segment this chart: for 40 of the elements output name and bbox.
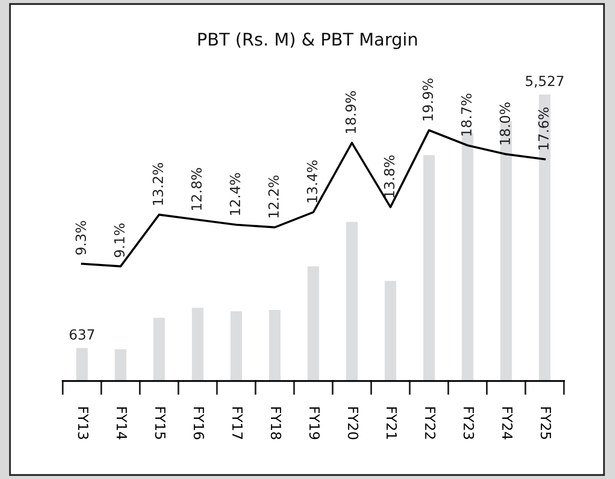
data-label: 18.7% <box>461 94 472 136</box>
x-tick-label: FY19 <box>309 407 320 440</box>
bar <box>269 310 281 381</box>
bar <box>423 155 435 381</box>
x-tick-label: FY18 <box>270 407 282 440</box>
x-tick-label: FY22 <box>425 407 436 439</box>
data-label: 5,527 <box>526 76 564 88</box>
x-tick-label: FY23 <box>464 407 474 440</box>
data-label: 18.0% <box>500 102 510 144</box>
x-tick-label: FY13 <box>78 407 88 440</box>
bar <box>308 266 320 381</box>
x-tick-label: FY20 <box>348 407 358 440</box>
data-label: 19.9% <box>422 78 434 120</box>
data-label: 17.6% <box>538 108 549 150</box>
data-label: 13.8% <box>384 155 394 198</box>
data-label: 18.9% <box>345 91 356 134</box>
data-label: 12.8% <box>191 168 202 210</box>
data-label: 13.2% <box>152 162 164 205</box>
data-label: 9.1% <box>114 223 125 258</box>
x-tick-label: FY14 <box>116 407 127 440</box>
data-label: 12.2% <box>268 176 279 218</box>
data-label: 13.4% <box>306 160 318 202</box>
bar <box>76 348 88 381</box>
bar <box>346 222 358 381</box>
bar <box>384 280 396 381</box>
x-tick-label: FY17 <box>232 407 243 439</box>
bar <box>230 311 242 381</box>
x-tick-label: FY15 <box>155 407 166 439</box>
x-tick-label: FY25 <box>540 407 552 439</box>
x-tick-label: FY16 <box>194 407 204 440</box>
bar <box>538 94 550 381</box>
bar <box>192 308 204 381</box>
data-label: 9.3% <box>76 220 86 255</box>
data-label: 12.4% <box>230 173 240 215</box>
x-tick-label: FY24 <box>502 407 513 440</box>
chart-title: PBT (Rs. M) & PBT Margin <box>198 32 417 50</box>
data-label: 637 <box>70 329 94 340</box>
bar <box>114 349 126 381</box>
x-tick-label: FY21 <box>386 407 397 439</box>
bar <box>153 318 165 381</box>
